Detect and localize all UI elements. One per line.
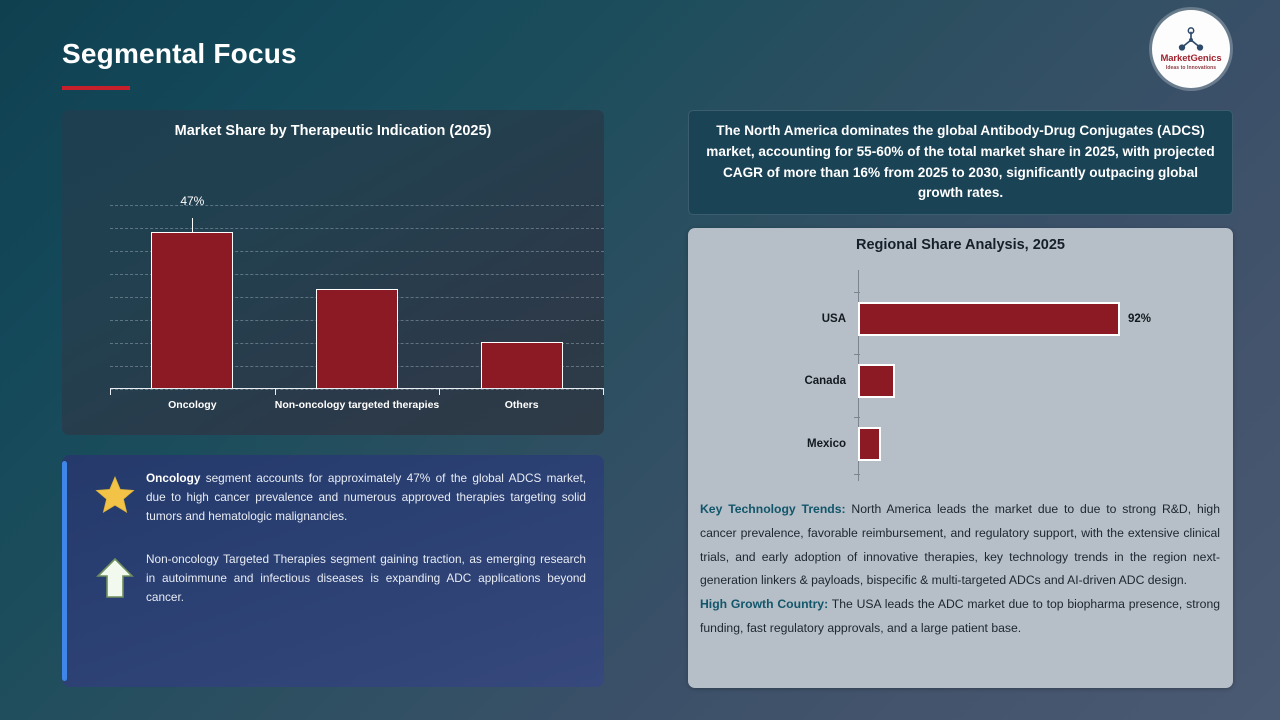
y-axis-category-label: Mexico [807, 438, 846, 450]
x-axis-tick [275, 388, 276, 395]
chart-gridline [110, 228, 604, 229]
insight-body-non-oncology: Non-oncology Targeted Therapies segment … [146, 552, 586, 605]
therapeutic-indication-chart-card: Market Share by Therapeutic Indication (… [62, 110, 604, 435]
logo-tagline: Ideas to Innovations [1165, 64, 1217, 71]
x-axis-tick [439, 388, 440, 395]
insight-item-non-oncology: Non-oncology Targeted Therapies segment … [84, 550, 594, 607]
x-axis-category-labels: Oncology Non-oncology targeted therapies O… [110, 389, 604, 435]
up-arrow-icon [84, 550, 146, 600]
y-axis-category-label: USA [821, 313, 846, 325]
chart-gridline [110, 274, 604, 275]
insight-lead-oncology: Oncology [146, 471, 201, 485]
horizontal-bar-chart: USA 92% Canada Mexico [688, 268, 1233, 483]
vertical-bar [480, 342, 563, 389]
vertical-bar-series: 47% [110, 194, 604, 389]
x-axis-tick [603, 388, 604, 395]
y-axis-category-label: Canada [804, 375, 846, 387]
chart-gridline [110, 205, 604, 206]
bar-value-label: 92% [1128, 313, 1152, 325]
vertical-bar-slot [275, 205, 440, 389]
note-lead-key-technology-trends: Key Technology Trends: [700, 502, 846, 516]
note-lead-high-growth-country: High Growth Country: [700, 597, 829, 612]
note-high-growth-country: High Growth Country: The USA leads the A… [700, 593, 1220, 641]
x-axis-category-label: Non-oncology targeted therapies [274, 399, 440, 411]
insight-accent-bar [62, 461, 67, 681]
horizontal-bar-row: Mexico [688, 420, 1233, 468]
regional-notes: Key Technology Trends: North America lea… [700, 498, 1220, 641]
insight-item-oncology: Oncology segment accounts for approximat… [84, 469, 594, 526]
regional-share-card: Regional Share Analysis, 2025 USA 92% Cana… [688, 228, 1233, 688]
title-underline-rule [62, 86, 130, 90]
horizontal-bar-row: Canada [688, 357, 1233, 405]
x-axis-line [110, 388, 604, 389]
chart-gridline [110, 251, 604, 252]
y-axis-tick [854, 292, 860, 293]
x-axis-category-label: Oncology [168, 399, 217, 411]
insight-text-non-oncology: Non-oncology Targeted Therapies segment … [146, 550, 594, 607]
vertical-bar-chart: 47% Oncology Non-oncology targeted therap… [110, 194, 604, 435]
horizontal-bar [858, 302, 1120, 336]
y-axis-tick [854, 417, 860, 418]
callout-text: The North America dominates the global A… [706, 123, 1215, 201]
north-america-callout: The North America dominates the global A… [688, 110, 1233, 215]
x-axis-tick [110, 388, 111, 395]
molecule-icon [1178, 27, 1204, 51]
horizontal-bar [858, 364, 895, 398]
note-body-key-technology-trends: North America leads the market due to du… [700, 502, 1220, 588]
vertical-bar [151, 232, 234, 389]
left-chart-title: Market Share by Therapeutic Indication (… [174, 123, 492, 139]
horizontal-bar [858, 427, 881, 461]
chart-gridline [110, 389, 604, 390]
logo-name: MarketGenics [1160, 53, 1222, 65]
vertical-bar-slot: 47% [110, 194, 275, 389]
brand-logo: MarketGenics Ideas to Innovations [1152, 10, 1230, 88]
vertical-bar [316, 289, 398, 389]
page-title: Segmental Focus [62, 38, 297, 69]
star-icon [84, 469, 146, 515]
right-chart-title: Regional Share Analysis, 2025 [855, 237, 1065, 253]
bar-value-leader-line [191, 218, 193, 232]
y-axis-tick [854, 354, 860, 355]
note-key-technology-trends: Key Technology Trends: North America lea… [700, 498, 1220, 593]
segment-insights-card: Oncology segment accounts for approximat… [62, 455, 604, 687]
bar-value-label: 47% [180, 194, 205, 208]
insight-body-oncology: segment accounts for approximately 47% o… [146, 471, 586, 524]
x-axis-category-label: Others [504, 399, 539, 411]
vertical-bar-slot [439, 205, 604, 389]
horizontal-bar-row: USA 92% [688, 295, 1233, 343]
y-axis-tick [854, 474, 860, 475]
insight-text-oncology: Oncology segment accounts for approximat… [146, 469, 594, 526]
note-body-high-growth-country: The USA leads the ADC market due to top … [700, 597, 1220, 635]
